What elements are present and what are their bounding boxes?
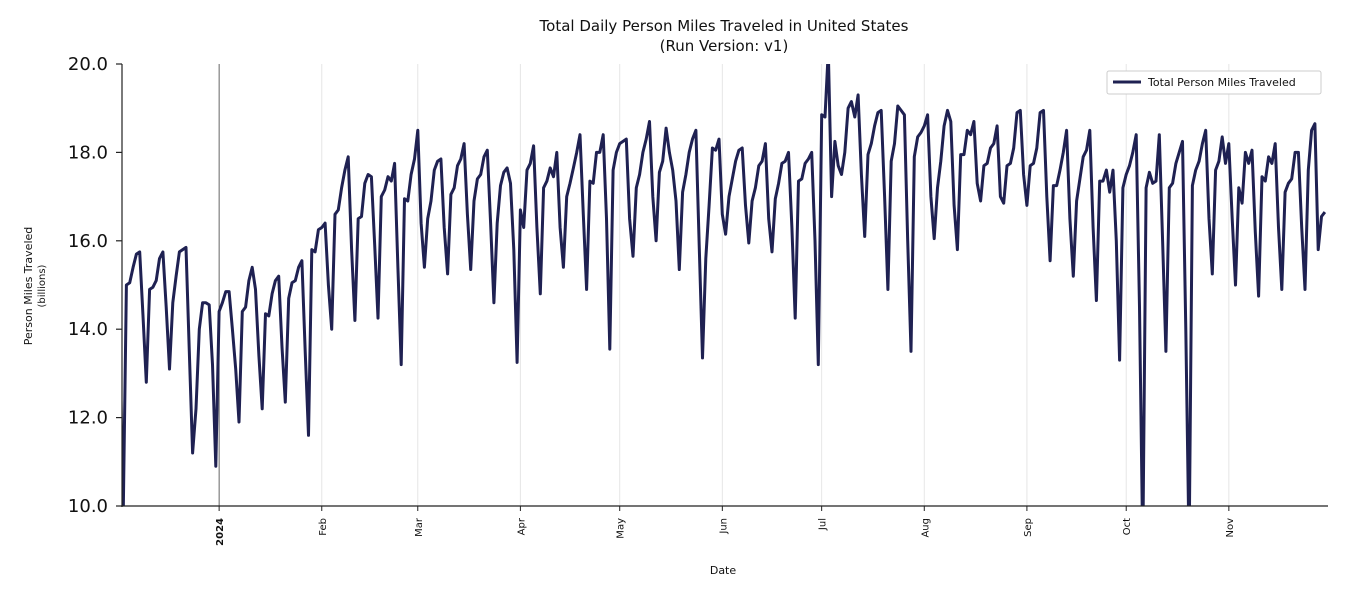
- x-axis: 2024 Feb Mar Apr May Jun Jul Aug Sep Oct Nov: [215, 506, 1236, 546]
- chart-title: Total Daily Person Miles Traveled in Uni…: [539, 17, 909, 35]
- legend: Total Person Miles Traveled: [1106, 70, 1322, 95]
- y-axis-label: Person Miles Traveled (billions): [22, 227, 48, 346]
- x-tick-label: Nov: [1225, 518, 1236, 538]
- y-axis-label-text: Person Miles Traveled: [22, 227, 35, 346]
- y-tick-label: 10.0: [68, 496, 108, 517]
- x-tick-label: 2024: [215, 518, 226, 546]
- gridlines: [218, 64, 1230, 506]
- y-tick-label: 20.0: [68, 54, 108, 75]
- y-tick-label: 18.0: [68, 142, 108, 163]
- x-tick-label: Oct: [1122, 518, 1133, 535]
- x-tick-label: Mar: [414, 517, 425, 537]
- series-line-total-person-miles: [122, 64, 1327, 506]
- x-tick-label: Jun: [718, 518, 729, 535]
- y-tick-label: 16.0: [68, 231, 108, 252]
- x-tick-label: Jul: [818, 518, 829, 531]
- legend-box: [1106, 70, 1322, 95]
- y-tick-label: 12.0: [68, 408, 108, 429]
- y-axis: 10.0 12.0 14.0 16.0 18.0 20.0: [68, 54, 122, 517]
- x-tick-label: Feb: [318, 518, 329, 536]
- legend-label: Total Person Miles Traveled: [1147, 76, 1296, 89]
- x-tick-label: Apr: [516, 517, 527, 535]
- chart-subtitle: (Run Version: v1): [660, 37, 789, 55]
- y-axis-label-unit: (billions): [37, 264, 48, 307]
- x-tick-label: Sep: [1023, 518, 1034, 537]
- x-tick-label: May: [616, 518, 627, 539]
- y-tick-label: 14.0: [68, 319, 108, 340]
- x-axis-label: Date: [710, 564, 737, 577]
- x-tick-label: Aug: [920, 518, 931, 538]
